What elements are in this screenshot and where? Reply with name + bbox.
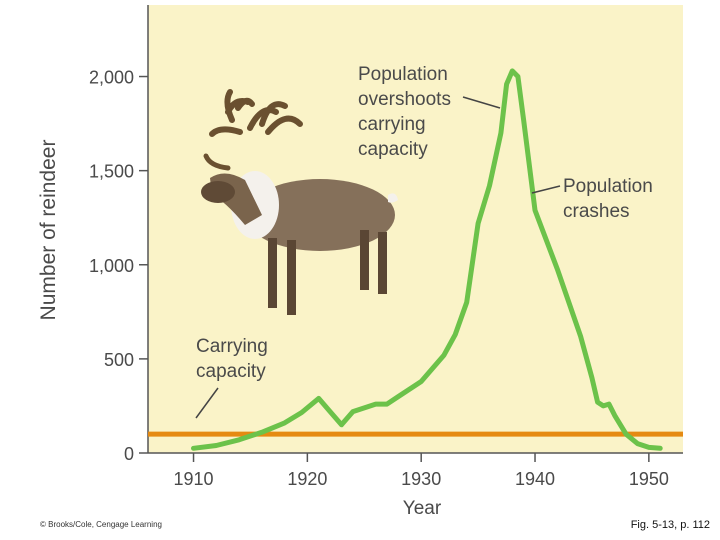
- x-tick-label: 1930: [401, 469, 441, 489]
- overshoot-leader: [462, 96, 501, 109]
- overshoot-line-3: carrying: [358, 114, 426, 135]
- copyright-notice: © Brooks/Cole, Cengage Learning: [40, 520, 162, 529]
- reindeer-illustration: [201, 89, 398, 315]
- y-tick-label: 1,000: [89, 256, 134, 276]
- x-tick-label: 1920: [287, 469, 327, 489]
- crash-leader: [531, 185, 561, 194]
- axes: [147, 5, 683, 454]
- chart-marks: [148, 68, 683, 451]
- capacity-leader: [195, 387, 219, 419]
- y-tick-label: 2,000: [89, 68, 134, 88]
- crash-line-1: Population: [563, 176, 653, 197]
- x-tick-label: 1910: [174, 469, 214, 489]
- figure-reference: Fig. 5-13, p. 112: [630, 519, 710, 531]
- y-axis-label: Number of reindeer: [37, 140, 60, 321]
- tick-group: 0 500 1,000 1,500 2,000 1910 1920 1930 1940 1950: [89, 68, 669, 489]
- crash-line-2: crashes: [563, 201, 630, 222]
- x-tick-label: 1940: [515, 469, 555, 489]
- y-tick-label: 0: [124, 444, 134, 464]
- x-tick-label: 1950: [629, 469, 669, 489]
- overshoot-line-2: overshoots: [358, 89, 451, 110]
- annotation-carrying-capacity: Carrying capacity: [195, 336, 268, 419]
- overshoot-line-1: Population: [358, 64, 448, 85]
- annotation-overshoot: Population overshoots carrying capacity: [358, 64, 501, 160]
- y-tick-label: 1,500: [89, 162, 134, 182]
- annotation-crash: Population crashes: [531, 176, 653, 222]
- capacity-line-2: capacity: [196, 361, 266, 382]
- x-axis-label: Year: [403, 498, 442, 519]
- overshoot-line-4: capacity: [358, 139, 428, 160]
- population-line: [191, 68, 663, 451]
- y-tick-label: 500: [104, 350, 134, 370]
- capacity-line-1: Carrying: [196, 336, 268, 357]
